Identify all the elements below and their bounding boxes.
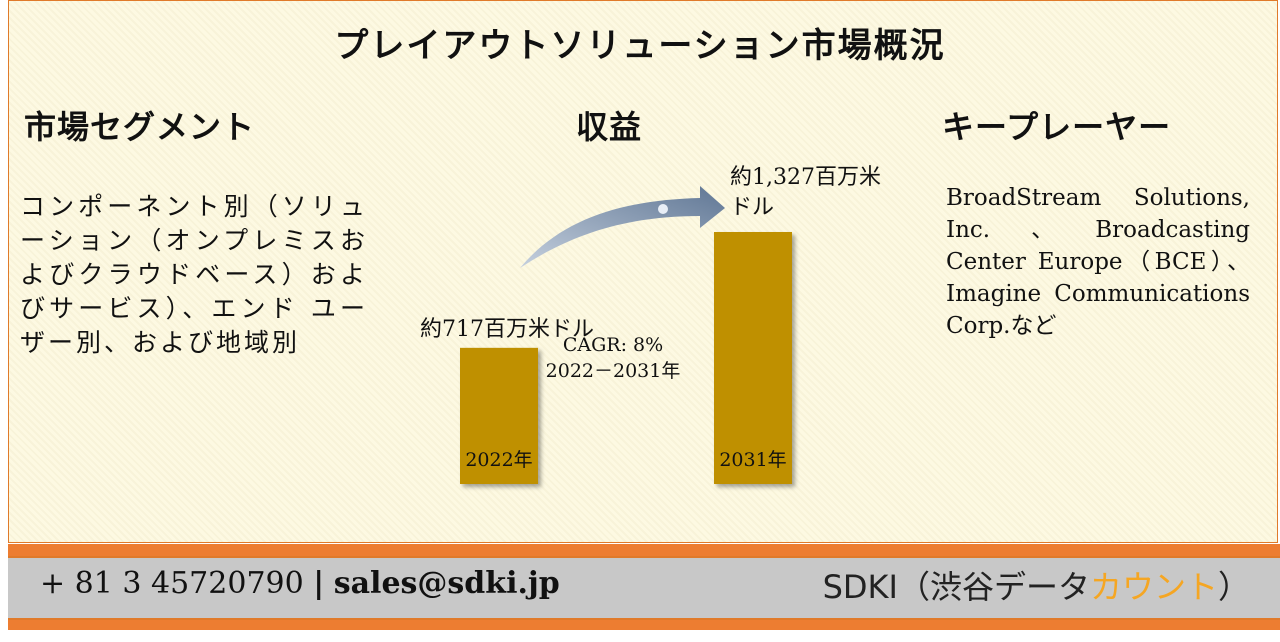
segments-heading: 市場セグメント bbox=[24, 108, 256, 146]
cagr-period-label: 2022－2031年 bbox=[546, 360, 681, 382]
revenue-heading: 収益 bbox=[576, 108, 643, 146]
phone-number: + 81 3 45720790 bbox=[40, 566, 304, 601]
players-text: BroadStream Solutions, Inc.、Broadcasting… bbox=[946, 185, 1250, 339]
value-label-1: 約1,327百万米ドル bbox=[730, 165, 881, 220]
overview-panel bbox=[8, 0, 1278, 543]
contact-separator: | bbox=[313, 566, 325, 601]
category-label-1: 2031年 bbox=[719, 449, 786, 471]
brand-accent: カウント bbox=[1089, 568, 1218, 606]
arrow-dot bbox=[658, 204, 668, 214]
footer-bar bbox=[8, 556, 1280, 620]
email-link[interactable]: sales@sdki.jp bbox=[333, 566, 560, 601]
value-label-0: 約717百万米ドル bbox=[420, 317, 594, 342]
category-label-0: 2022年 bbox=[465, 449, 532, 471]
segments-text: コンポーネント別（ソリューション（オンプレミスおよびクラウドベース）およびサービ… bbox=[20, 192, 368, 357]
brand-name: SDKI（渋谷データカウント） bbox=[823, 562, 1250, 608]
brand-end: ） bbox=[1217, 568, 1250, 606]
brand-main: SDKI（渋谷データ bbox=[822, 568, 1090, 606]
bar-1 bbox=[714, 232, 792, 484]
footer-top-stripe bbox=[8, 544, 1280, 556]
players-heading: キープレーヤー bbox=[942, 108, 1172, 146]
footer-bottom-stripe bbox=[8, 620, 1280, 630]
cagr-label: CAGR: 8% bbox=[563, 334, 663, 356]
bar-0 bbox=[460, 347, 538, 484]
growth-arrow bbox=[520, 186, 725, 268]
contact-info: + 81 3 45720790 | sales@sdki.jp bbox=[40, 566, 560, 601]
page-title: プレイアウトソリューション市場概況 bbox=[334, 26, 946, 66]
